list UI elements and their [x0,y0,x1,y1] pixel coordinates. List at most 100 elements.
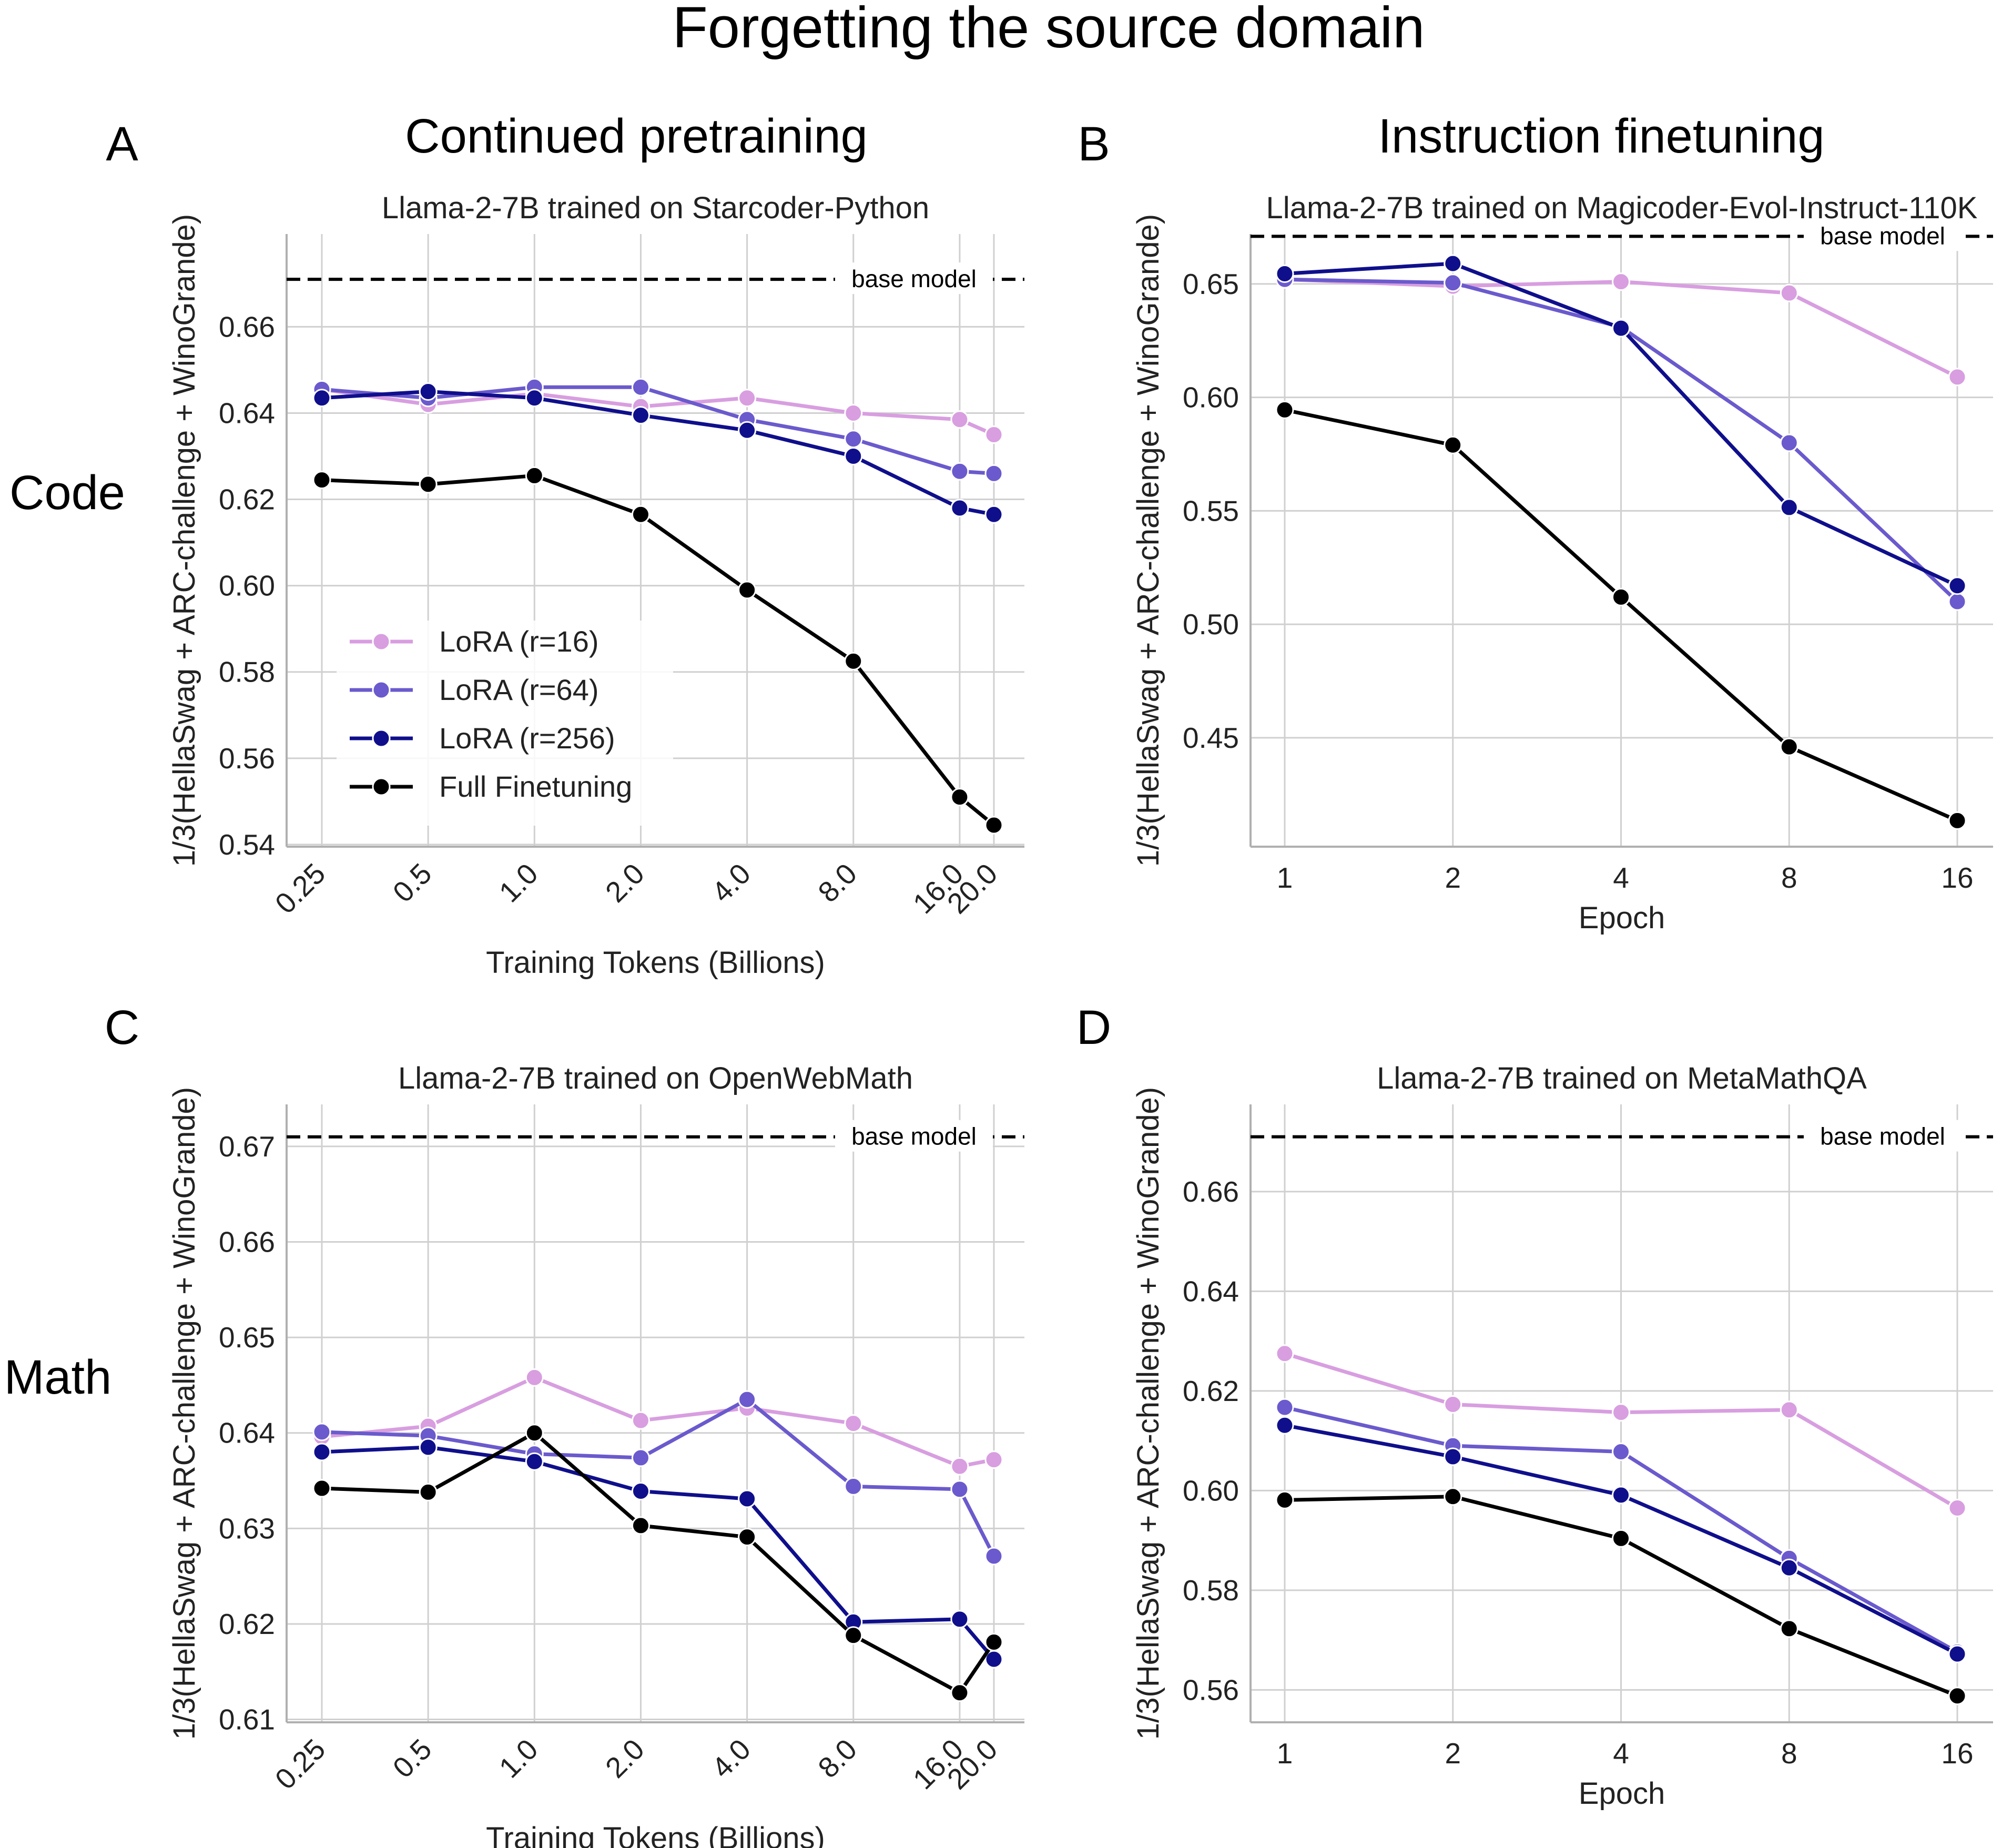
panel-b-chart: 0.45 0.50 0.55 0.60 0.65 1 2 4 8 16 Llama-2-7B tra… [1131,191,1993,935]
data-point-lora256 [1948,576,1967,595]
panel-c-chart: 0.61 0.62 0.63 0.64 0.65 0.66 0.67 0.25 0.5 1.0 2.… [167,1061,1024,1848]
panel-a-chart: 0.54 0.56 0.58 0.60 0.62 0.64 0.66 0.25 0.5 1.0 2.… [167,191,1024,980]
baseline-label: base model [851,265,977,292]
data-point-lora256 [1612,319,1630,338]
series-line-lora64 [321,385,994,475]
figure-title: Forgetting the source domain [673,0,1425,60]
data-point-lora256 [984,505,1003,524]
data-point-lora256 [631,406,650,425]
x-axis-label: Training Tokens (Billions) [486,946,825,980]
x-tick-label: 4 [1613,1737,1629,1770]
chart-title: Llama-2-7B trained on Magicoder-Evol-Ins… [1266,191,1978,225]
data-point-lora16 [1780,283,1798,302]
y-axis-label: 1/3(HellaSwag + ARC-challenge + WinoGran… [167,214,201,867]
y-tick-label: 0.65 [1183,268,1239,300]
y-tick-label: 0.55 [1183,494,1239,527]
x-axis-label: Training Tokens (Billions) [486,1821,825,1848]
x-tick-label: 8.0 [811,1733,863,1784]
data-point-full [738,581,757,600]
data-point-lora64 [844,430,863,449]
x-tick-label: 1.0 [493,1733,544,1784]
baseline-label: base model [1820,222,1945,249]
x-tick-label: 4.0 [705,1733,757,1784]
x-tick-label: 8.0 [811,857,863,909]
row-label-math: Math [4,1351,112,1404]
data-point-lora64 [1275,1398,1294,1417]
data-point-full [312,471,331,490]
data-point-lora256 [312,1443,331,1461]
baseline-label-bg [835,262,993,295]
x-tick-label: 8 [1781,861,1797,894]
legend-entry: LoRA (r=64) [439,673,599,706]
y-tick-label: 0.62 [1183,1375,1239,1407]
baseline-label-bg [835,1120,993,1152]
data-point-lora64 [1780,433,1798,452]
data-point-full [1612,587,1630,606]
data-point-full [1948,1687,1967,1705]
panel-letter-b: B [1078,117,1110,171]
y-tick-label: 0.66 [1183,1175,1239,1208]
x-tick-label: 8 [1781,1737,1797,1770]
data-point-lora16 [984,425,1003,444]
y-tick-label: 0.67 [219,1130,275,1163]
data-point-lora64 [1612,1442,1630,1461]
x-axis-label: Epoch [1579,1776,1665,1811]
data-point-full [984,816,1003,835]
legend-entry: Full Finetuning [439,770,632,803]
data-point-lora16 [1612,272,1630,291]
x-tick-label: 1 [1277,861,1293,894]
x-tick-label: 16 [1941,1737,1973,1770]
data-point-full [419,1483,438,1501]
y-axis-label: 1/3(HellaSwag + ARC-challenge + WinoGran… [1131,214,1165,867]
column-title-instruction-finetuning: Instruction finetuning [1378,109,1825,163]
data-point-lora256 [419,1438,438,1457]
x-tick-label: 0.25 [269,1733,332,1796]
data-point-lora256 [1444,254,1462,273]
data-point-lora16 [1780,1400,1798,1419]
data-point-lora64 [312,1423,331,1441]
baseline-label: base model [1820,1123,1945,1150]
data-point-full [984,1632,1003,1651]
y-tick-label: 0.61 [219,1703,275,1736]
data-point-lora16 [950,410,969,429]
x-tick-label: 2 [1445,861,1461,894]
y-axis-label: 1/3(HellaSwag + ARC-challenge + WinoGran… [1131,1087,1165,1740]
y-tick-label: 0.64 [1183,1275,1239,1307]
data-point-lora16 [1444,1395,1462,1414]
data-point-full [1444,435,1462,454]
y-tick-label: 0.56 [1183,1673,1239,1706]
data-point-full [1948,811,1967,830]
data-point-lora16 [1275,1344,1294,1363]
x-tick-label: 1.0 [493,857,544,909]
data-point-full [1780,1619,1798,1638]
y-tick-label: 0.66 [219,310,275,343]
y-tick-label: 0.66 [219,1226,275,1258]
data-point-lora256 [1444,1447,1462,1466]
panel-letter-d: D [1076,1001,1111,1054]
data-point-lora16 [1948,368,1967,387]
y-tick-label: 0.54 [219,828,275,861]
column-title-continued-pretraining: Continued pretraining [405,109,868,163]
y-tick-label: 0.63 [219,1512,275,1545]
x-tick-label: 2.0 [599,1733,651,1784]
data-point-lora256 [950,499,969,517]
data-point-lora16 [1612,1403,1630,1422]
data-point-full [525,466,544,485]
x-tick-label: 2.0 [599,857,651,909]
data-point-lora256 [1275,1416,1294,1435]
data-point-lora256 [738,421,757,440]
x-tick-label: 4 [1613,861,1629,894]
data-point-full [738,1528,757,1547]
baseline-label-bg [1804,1120,1962,1152]
data-point-full [419,475,438,494]
data-point-lora16 [844,1414,863,1433]
data-point-lora16 [525,1368,544,1387]
data-point-lora64 [950,462,969,481]
data-point-lora64 [1948,592,1967,611]
data-point-full [631,1516,650,1535]
y-tick-label: 0.58 [1183,1574,1239,1607]
legend-swatch-marker [372,729,391,748]
data-point-lora256 [419,382,438,401]
y-tick-label: 0.65 [219,1321,275,1354]
panel-d-chart: 0.56 0.58 0.60 0.62 0.64 0.66 1 2 4 8 16 Llama-2-7B… [1131,1061,1993,1811]
